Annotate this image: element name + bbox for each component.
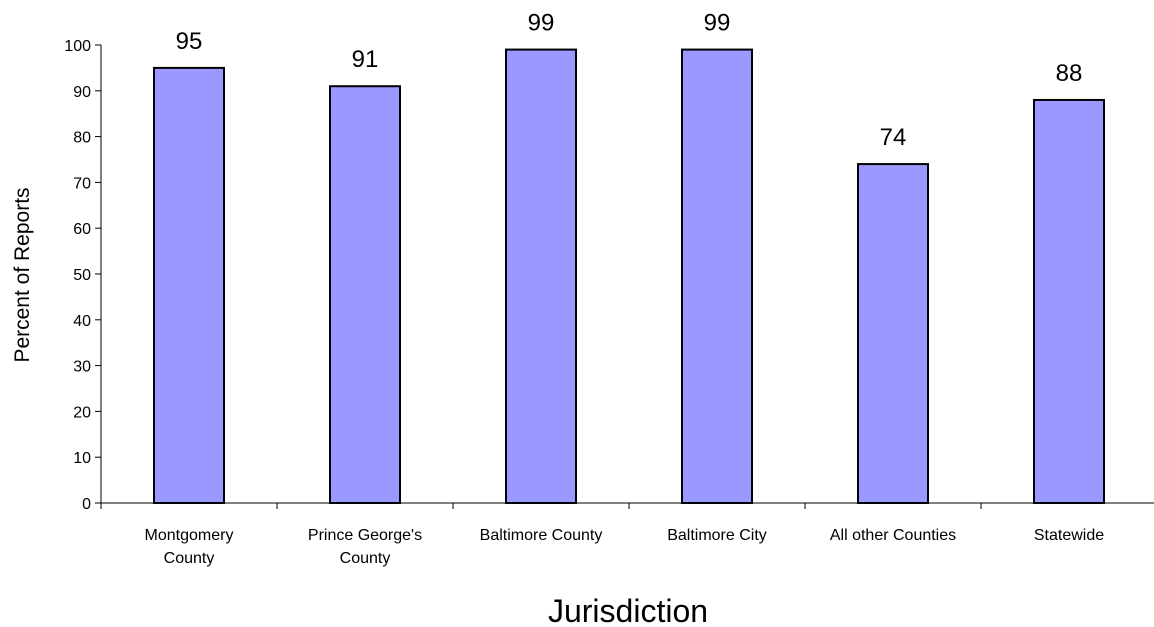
bar-value-label: 99: [704, 10, 731, 37]
y-tick-label: 20: [73, 404, 91, 421]
y-tick-label: 70: [73, 175, 91, 192]
y-tick-label: 50: [73, 267, 91, 284]
value-labels: 95 91 99 99 74 88: [176, 10, 1083, 152]
y-tick-label: 80: [73, 130, 91, 147]
y-tick-label: 0: [82, 496, 91, 513]
category-label: Prince George's County: [308, 527, 422, 567]
category-label: All other Counties: [830, 527, 956, 544]
bar-value-label: 88: [1056, 60, 1083, 87]
bar: [505, 48, 577, 505]
y-tick-label: 100: [64, 38, 91, 55]
y-axis: 0 10 20 30 40 50 60 70 80 90 100: [64, 38, 102, 513]
category-label: Baltimore County: [480, 527, 603, 544]
y-tick-label: 60: [73, 221, 91, 238]
bars: [153, 48, 1105, 505]
y-tick-label: 90: [73, 84, 91, 101]
bar-value-label: 91: [352, 46, 379, 73]
bar: [1033, 98, 1105, 505]
bar-value-label: 99: [528, 10, 555, 37]
bar: [681, 48, 753, 505]
category-label: Montgomery County: [145, 527, 234, 567]
bar-value-label: 95: [176, 28, 203, 55]
y-tick-label: 30: [73, 359, 91, 376]
x-axis: [100, 502, 1154, 509]
y-tick-label: 40: [73, 313, 91, 330]
bar: [857, 163, 929, 505]
category-labels: Montgomery County Prince George's County Bal…: [145, 527, 1105, 567]
x-axis-title: Jurisdiction: [548, 593, 708, 627]
bar: [153, 66, 225, 505]
category-label: Statewide: [1034, 527, 1104, 544]
bar: [329, 85, 401, 504]
category-label: Baltimore City: [667, 527, 767, 544]
y-axis-title: Percent of Reports: [11, 187, 34, 362]
bar-value-label: 74: [880, 124, 907, 151]
y-tick-label: 10: [73, 450, 91, 467]
